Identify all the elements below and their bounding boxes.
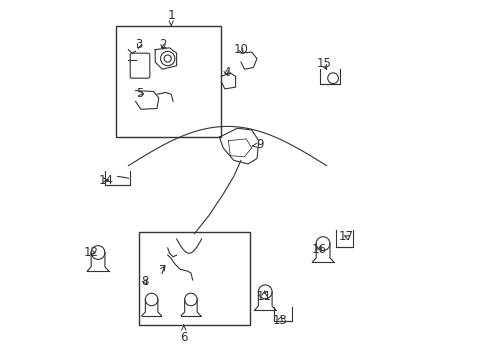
Bar	[139, 232, 249, 325]
Bar	[116, 26, 221, 137]
Text: 6: 6	[180, 325, 187, 344]
Text: 8: 8	[141, 275, 148, 288]
Text: 2: 2	[159, 39, 166, 51]
Text: 3: 3	[135, 39, 142, 51]
Text: 16: 16	[311, 243, 326, 256]
Text: 11: 11	[256, 289, 271, 303]
Text: 10: 10	[233, 43, 248, 56]
Text: 1: 1	[167, 9, 175, 26]
Text: 17: 17	[338, 230, 353, 243]
Text: 15: 15	[316, 57, 330, 71]
Text: 13: 13	[272, 314, 287, 327]
Text: 12: 12	[84, 246, 99, 258]
Text: 9: 9	[252, 139, 263, 152]
Text: 4: 4	[223, 66, 230, 79]
Text: 7: 7	[158, 264, 166, 276]
Text: 5: 5	[136, 87, 143, 100]
Text: 14: 14	[98, 174, 113, 186]
